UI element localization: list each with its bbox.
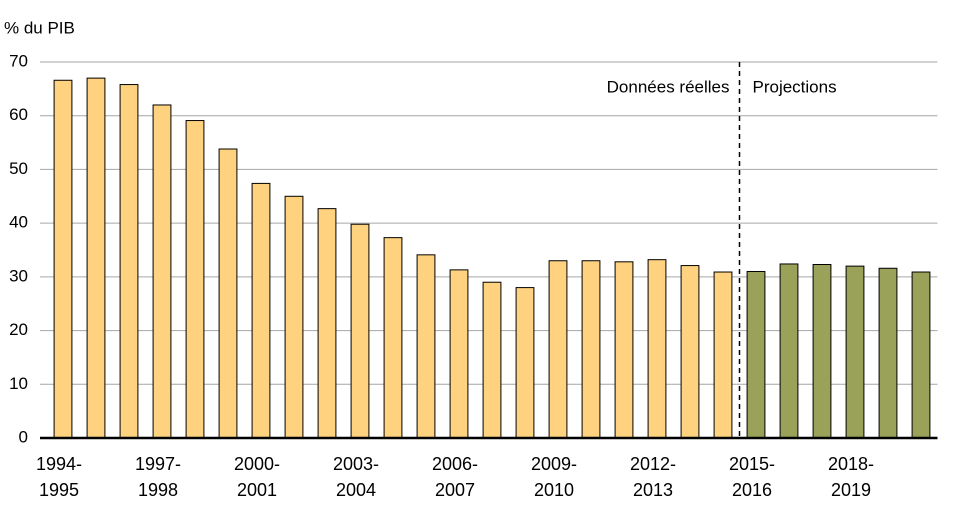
y-tick-label: 40 (9, 213, 28, 232)
y-axis-label: % du PIB (4, 18, 75, 37)
y-tick-label: 0 (19, 427, 28, 446)
bar (482, 281, 502, 439)
bar (416, 254, 436, 439)
bar (350, 223, 370, 439)
bar (86, 77, 106, 439)
x-tick-label: 2018- 2019 (827, 454, 875, 500)
y-tick-label: 50 (9, 159, 28, 178)
bar (383, 237, 403, 439)
x-tick-label: 2012- 2013 (629, 454, 677, 500)
x-tick-label: 2006- 2007 (431, 454, 479, 500)
bar (845, 265, 865, 439)
annotation: Projections (753, 77, 837, 96)
x-tick-label: 1997- 1998 (134, 454, 182, 500)
x-tick-label: 2000- 2001 (233, 454, 281, 500)
bar (548, 260, 568, 439)
y-tick-label: 20 (9, 320, 28, 339)
x-tick-label: 1994- 1995 (35, 454, 83, 500)
bar (317, 208, 337, 439)
bar (746, 270, 766, 439)
bar (53, 79, 73, 439)
bar (119, 84, 139, 439)
bar (911, 271, 931, 439)
bar (449, 269, 469, 439)
bar (680, 265, 700, 439)
x-tick-label: 2003- 2004 (332, 454, 380, 500)
x-tick-label: 2015- 2016 (728, 454, 776, 500)
bar (878, 267, 898, 439)
bar (284, 195, 304, 439)
y-tick-label: 70 (9, 51, 28, 70)
y-tick-label: 30 (9, 266, 28, 285)
bar (251, 182, 271, 439)
bar (779, 263, 799, 439)
bar (713, 271, 733, 439)
bar (515, 287, 535, 439)
y-tick-label: 60 (9, 105, 28, 124)
annotation: Données réelles (607, 77, 730, 96)
bar (218, 148, 238, 439)
bar (614, 261, 634, 439)
bar (185, 120, 205, 439)
bar (647, 259, 667, 439)
bar (812, 264, 832, 439)
bar (152, 104, 172, 439)
x-tick-label: 2009- 2010 (530, 454, 578, 500)
bar (581, 260, 601, 439)
y-tick-label: 10 (9, 374, 28, 393)
